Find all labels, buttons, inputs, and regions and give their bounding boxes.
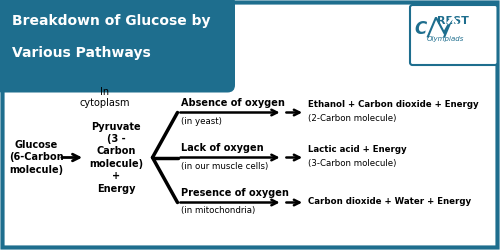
Text: Olympiads: Olympiads	[426, 36, 464, 42]
Text: (3-Carbon molecule): (3-Carbon molecule)	[308, 159, 396, 168]
Text: (in yeast): (in yeast)	[181, 116, 222, 126]
FancyBboxPatch shape	[0, 0, 235, 92]
Text: C: C	[415, 20, 427, 38]
Text: Lack of oxygen: Lack of oxygen	[181, 143, 264, 153]
Text: In
cytoplasm: In cytoplasm	[80, 87, 130, 108]
Text: (2-Carbon molecule): (2-Carbon molecule)	[308, 114, 396, 123]
Text: Presence of oxygen: Presence of oxygen	[181, 188, 289, 198]
Text: Absence of oxygen: Absence of oxygen	[181, 98, 285, 108]
Text: Carbon dioxide + Water + Energy: Carbon dioxide + Water + Energy	[308, 197, 470, 206]
Text: Lactic acid + Energy: Lactic acid + Energy	[308, 145, 406, 154]
Text: Breakdown of Glucose by: Breakdown of Glucose by	[12, 14, 211, 28]
Text: Glucose
(6-Carbon
molecule): Glucose (6-Carbon molecule)	[8, 140, 64, 175]
Text: Various Pathways: Various Pathways	[12, 46, 151, 60]
Bar	[2, 60, 228, 85]
Bar	[2, 2, 32, 65]
FancyBboxPatch shape	[410, 5, 498, 65]
Text: (in mitochondria): (in mitochondria)	[181, 206, 256, 216]
Text: Ethanol + Carbon dioxide + Energy: Ethanol + Carbon dioxide + Energy	[308, 100, 478, 109]
FancyBboxPatch shape	[2, 2, 498, 248]
Text: (in our muscle cells): (in our muscle cells)	[181, 162, 268, 170]
Text: Pyruvate
(3 -
Carbon
molecule)
+
Energy: Pyruvate (3 - Carbon molecule) + Energy	[89, 122, 143, 194]
Text: REST: REST	[436, 16, 468, 26]
